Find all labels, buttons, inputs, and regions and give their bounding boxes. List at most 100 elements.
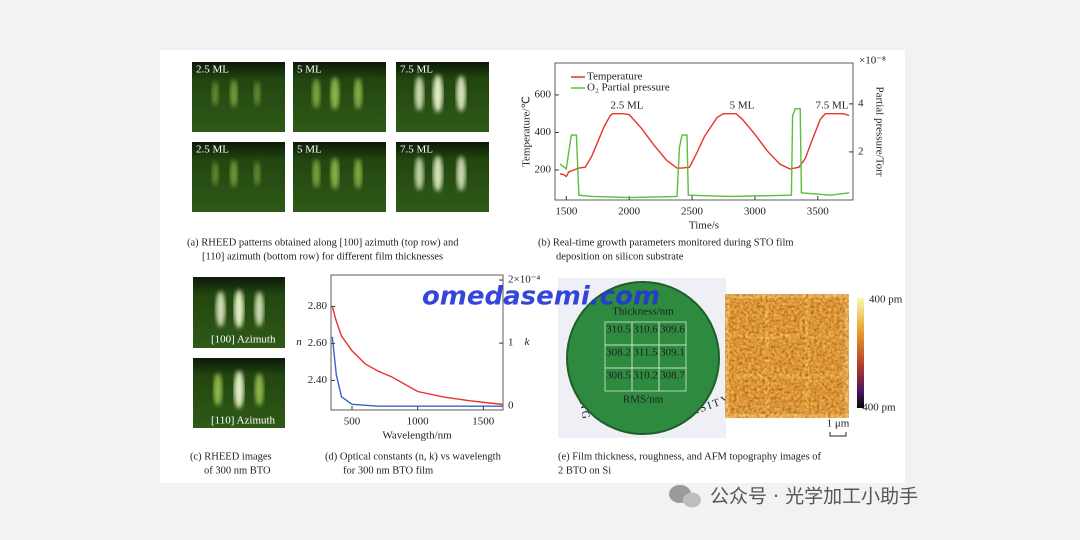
rheed-streak — [234, 370, 244, 409]
caption: for 300 nm BTO film — [343, 465, 433, 476]
y-tick-label: 600 — [535, 88, 552, 100]
thickness-value: 309.1 — [660, 347, 685, 359]
rheed-streak — [211, 161, 219, 186]
footer: 公众号 · 光学加工小助手 — [710, 486, 918, 508]
wechat-logo — [669, 485, 701, 508]
rheed-image — [192, 62, 285, 132]
rheed-streak — [354, 158, 363, 189]
rheed-streak — [414, 156, 424, 191]
x-tick-label: 2000 — [618, 206, 641, 218]
colorbar — [857, 298, 864, 408]
x-tick-label: 3000 — [744, 206, 767, 218]
thickness-value: 310.2 — [633, 370, 658, 382]
rheed-streak — [353, 77, 363, 110]
y2-tick-label: 4 — [858, 97, 864, 109]
rheed-streak — [330, 77, 340, 110]
y-tick-label: 2.40 — [308, 374, 328, 386]
rheed-streak — [456, 75, 466, 112]
thickness-value: 310.5 — [606, 324, 631, 336]
image-label: 7.5 ML — [400, 144, 433, 156]
rheed-streak — [234, 289, 244, 329]
afm-texture — [809, 298, 845, 334]
y2-axis-label: Partial pressure/Torr — [873, 87, 885, 177]
image-label: [100] Azimuth — [211, 334, 276, 346]
y2-tick-label: 1 — [508, 337, 514, 349]
rheed-streak — [215, 291, 226, 327]
annotation: 5 ML — [730, 100, 755, 112]
rheed-streak — [330, 157, 340, 190]
figure: 2.5 ML 5 ML 7.5 ML 2.5 ML 5 ML 7.5 ML [100] Az… — [187, 55, 903, 477]
wafer-footer: RMS/nm — [623, 394, 664, 406]
wafer-title: Thickness/nm — [612, 306, 674, 318]
y-tick-label: 2.80 — [308, 300, 328, 312]
x-axis-label: Time/s — [689, 220, 719, 232]
data-line — [559, 113, 850, 178]
y2-tick-label: 2 — [858, 145, 864, 157]
colorbar-label: −400 pm — [856, 402, 896, 414]
legend-label: Temperature — [587, 71, 643, 83]
rheed-streak — [432, 74, 443, 113]
x-tick-label: 500 — [344, 416, 361, 428]
data-line — [331, 306, 504, 406]
caption: (b) Real-time growth parameters monitore… — [538, 237, 794, 248]
x-tick-label: 1500 — [555, 206, 578, 218]
scale-bar — [829, 432, 847, 437]
thickness-value: 310.6 — [633, 324, 658, 336]
plot-frame — [330, 274, 504, 411]
y-tick-label: 400 — [535, 126, 552, 138]
rheed-streak — [254, 373, 264, 406]
image-label: [110] Azimuth — [211, 415, 276, 427]
rheed-streak — [253, 161, 261, 186]
afm-texture — [729, 338, 765, 374]
rheed-image — [293, 62, 386, 132]
data-line — [331, 336, 503, 407]
scale-label: 1 μm — [827, 418, 850, 430]
thickness-value: 311.5 — [633, 347, 658, 359]
caption: [110] azimuth (bottom row) for different… — [202, 251, 443, 262]
thickness-value: 308.5 — [606, 370, 631, 382]
image-label: 2.5 ML — [196, 144, 229, 156]
afm-texture — [769, 338, 805, 374]
rheed-streak — [312, 78, 321, 109]
caption: (e) Film thickness, roughness, and AFM t… — [558, 451, 822, 462]
plot-frame — [554, 62, 854, 201]
afm-texture — [729, 298, 765, 334]
x-tick-label: 1500 — [472, 416, 495, 428]
image-label: 7.5 ML — [400, 64, 433, 76]
afm-texture — [809, 378, 845, 414]
wafer-cell — [658, 367, 687, 392]
caption: (a) RHEED patterns obtained along [100] … — [187, 237, 459, 248]
rheed-streak — [254, 291, 264, 327]
x-tick-label: 1000 — [407, 416, 430, 428]
y-tick-label: 2.60 — [308, 337, 328, 349]
annotation: 2.5 ML — [611, 100, 644, 112]
caption: of 300 nm BTO — [204, 465, 271, 476]
caption: 2 BTO on Si — [558, 465, 611, 476]
afm-texture — [729, 378, 765, 414]
image-label: 5 ML — [297, 64, 322, 76]
image-label: 2.5 ML — [196, 64, 229, 76]
x-tick-label: 3500 — [807, 206, 830, 218]
caption: (d) Optical constants (n, k) vs waveleng… — [325, 451, 502, 462]
rheed-streak — [414, 76, 424, 111]
rheed-streak — [312, 159, 321, 188]
thickness-value: 308.7 — [660, 370, 685, 382]
rheed-streak — [433, 155, 443, 192]
x-tick-label: 2500 — [681, 206, 704, 218]
rheed-image — [293, 142, 386, 212]
rheed-streak — [230, 159, 238, 188]
y2-axis-label: k — [525, 336, 531, 348]
rheed-image — [192, 142, 285, 212]
caption: (c) RHEED images — [190, 451, 272, 462]
rheed-streak — [213, 373, 223, 406]
afm-texture — [769, 378, 805, 414]
x-axis-label: Wavelength/nm — [382, 430, 452, 442]
rheed-streak — [456, 156, 466, 191]
y2-tick-label: 2×10⁻⁴ — [508, 274, 541, 286]
y-tick-label: 200 — [535, 164, 552, 176]
rheed-streak — [230, 79, 238, 108]
colorbar-label: 400 pm — [869, 294, 903, 306]
afm-texture — [769, 298, 805, 334]
rheed-streak — [211, 81, 219, 106]
